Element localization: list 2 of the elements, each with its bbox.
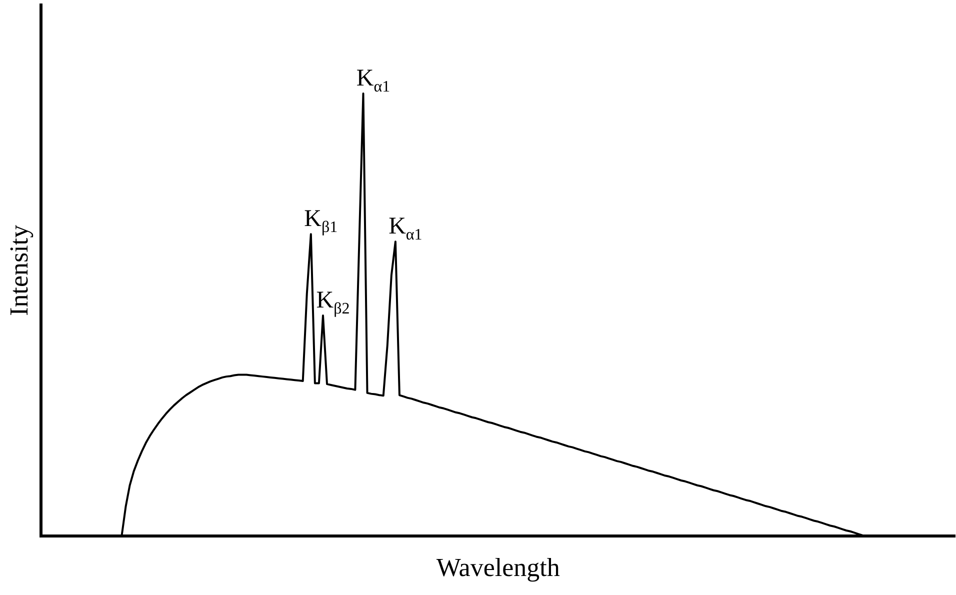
x-axis-title: Wavelength <box>436 553 560 582</box>
y-axis-title: Intensity <box>4 224 34 316</box>
